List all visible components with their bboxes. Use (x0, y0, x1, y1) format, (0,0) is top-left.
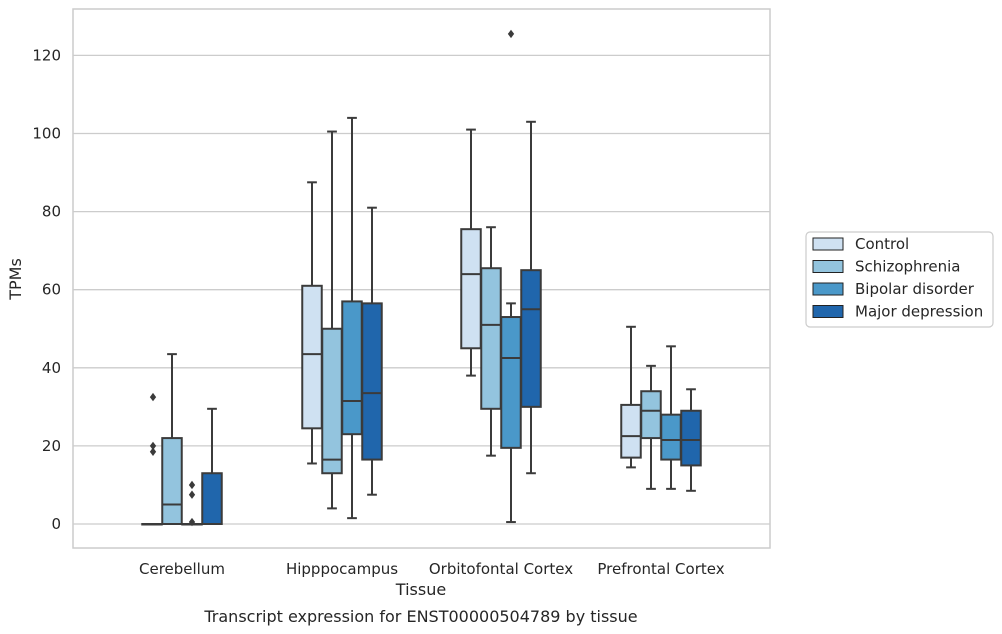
box-body (680, 409, 702, 467)
box-control (460, 128, 482, 377)
box-body (640, 390, 662, 440)
y-tick-label: 0 (51, 515, 61, 533)
box-control (620, 325, 642, 469)
y-tick-label: 80 (42, 203, 61, 221)
box-schizophrenia (161, 353, 183, 525)
x-tick-label: Prefrontal Cortex (597, 560, 724, 578)
legend: Control Schizophrenia Bipolar disorder Majo… (805, 231, 994, 328)
y-axis-label: TPMs (6, 258, 25, 301)
box-body (480, 267, 502, 410)
box-bipolar-disorder (181, 480, 203, 527)
box-major-depression (680, 388, 702, 492)
x-tick-labels: Cerebellum Hipppocampus Orbitofontal Corte… (139, 560, 725, 578)
boxes-layer (141, 29, 702, 527)
legend-label: Bipolar disorder (855, 280, 975, 298)
box-body (341, 300, 363, 436)
box-body (321, 327, 343, 475)
box-body (361, 302, 383, 461)
box-bipolar-disorder (341, 116, 363, 520)
grid-lines (73, 54, 770, 525)
outlier-point (149, 392, 157, 402)
x-tick-label: Cerebellum (139, 560, 225, 578)
box-body (161, 437, 183, 525)
legend-swatch (812, 260, 844, 273)
legend-label: Major depression (855, 303, 983, 321)
outlier-point (149, 441, 157, 451)
x-tick-label: Hipppocampus (286, 560, 398, 578)
box-major-depression (361, 206, 383, 496)
chart-caption: Transcript expression for ENST0000050478… (203, 607, 637, 626)
outlier-point (188, 480, 196, 490)
box-body (301, 284, 323, 430)
box-control (141, 523, 163, 526)
y-tick-label: 120 (32, 46, 61, 64)
box-body (460, 228, 482, 350)
box-body (620, 403, 642, 459)
box-schizophrenia (480, 226, 502, 457)
box-schizophrenia (321, 130, 343, 510)
x-tick-label: Orbitofontal Cortex (429, 560, 573, 578)
outlier-point (188, 517, 196, 527)
box-body (201, 472, 223, 525)
outlier-point (188, 490, 196, 499)
box-control (301, 181, 323, 465)
legend-label: Schizophrenia (855, 258, 960, 276)
legend-swatch (812, 305, 844, 318)
y-tick-label: 60 (42, 281, 61, 299)
y-tick-label: 20 (42, 437, 61, 455)
plot-frame (72, 8, 771, 549)
box-body (500, 316, 522, 449)
y-tick-label: 40 (42, 359, 61, 377)
box-bipolar-disorder (500, 29, 522, 524)
box-bipolar-disorder (660, 345, 682, 490)
y-tick-labels: 0 20 40 60 80 100 120 (32, 46, 61, 533)
y-tick-label: 100 (32, 125, 61, 143)
legend-label: Control (855, 235, 909, 253)
outlier-point (149, 447, 157, 456)
legend-swatch (812, 237, 844, 251)
outlier-point (507, 29, 515, 39)
box-major-depression (520, 120, 542, 475)
legend-swatch (812, 282, 844, 296)
box-body (660, 413, 682, 461)
x-axis-label: Tissue (395, 580, 446, 599)
box-body (520, 269, 542, 408)
legend-frame (805, 231, 994, 328)
box-major-depression (201, 407, 223, 525)
box-schizophrenia (640, 364, 662, 490)
